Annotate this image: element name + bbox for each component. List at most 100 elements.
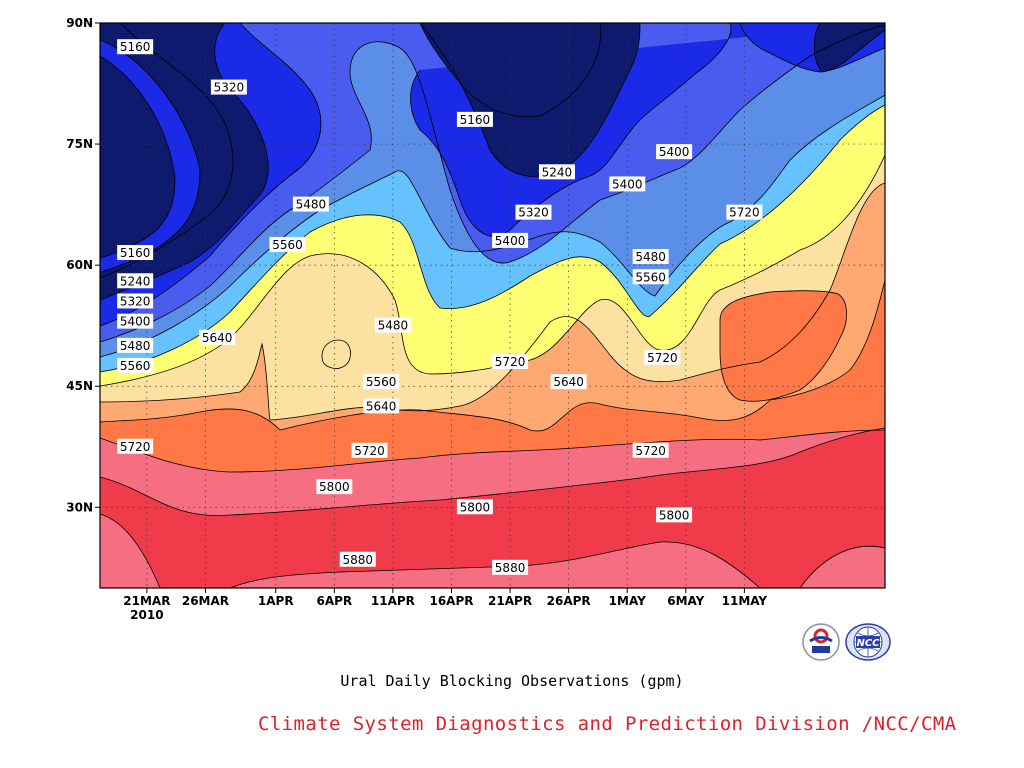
- contour-label-bg: [492, 232, 529, 248]
- contour-label: 5560: [120, 359, 151, 373]
- contour-label-bg: [374, 317, 411, 333]
- contour-label: 5480: [120, 339, 151, 353]
- contour-label: 5720: [354, 444, 385, 458]
- contour-label-bg: [538, 164, 575, 180]
- contour-label-bg: [199, 329, 236, 345]
- contour-chart: 5160 5160 5240 5320 5400 5480 5560 5720 5320 5640…: [66, 16, 886, 622]
- contour-label: 5240: [542, 165, 573, 179]
- x-year-label: 2010: [130, 608, 163, 622]
- band-fill: [100, 56, 175, 258]
- contour-label-bg: [726, 204, 763, 220]
- contour-label: 5160: [120, 246, 151, 260]
- contour-line: [100, 24, 885, 343]
- contour-line: [799, 545, 885, 588]
- contour-label: 5160: [120, 40, 151, 54]
- contour-label-bg: [492, 559, 529, 575]
- gridlines: [100, 23, 885, 588]
- contour-label: 5880: [342, 553, 373, 567]
- contour-label: 5400: [120, 315, 151, 329]
- contour-line: [719, 290, 847, 402]
- contour-label: 5720: [729, 206, 760, 220]
- contour-label-bg: [632, 249, 669, 265]
- contour-line: [813, 23, 885, 73]
- contour-label-bg: [515, 204, 552, 220]
- contour-label-bg: [117, 245, 154, 261]
- contour-line: [100, 23, 234, 279]
- band-fill: [322, 340, 351, 369]
- ncc-logo: NCC: [845, 623, 891, 661]
- band-fill: [420, 23, 601, 117]
- contour-label-bg: [632, 442, 669, 458]
- band-fill: [230, 541, 760, 588]
- bcc-logo: [802, 623, 840, 661]
- y-tick-label: 60N: [66, 258, 93, 272]
- contour-label-bg: [117, 337, 154, 353]
- contour-label: 5400: [659, 145, 690, 159]
- contour-label-bg: [117, 273, 154, 289]
- contour-label: 5560: [635, 270, 666, 284]
- contour-label: 5800: [319, 480, 350, 494]
- band-fill: [800, 546, 885, 588]
- x-tick-label: 1APR: [258, 594, 294, 608]
- contour-line: [100, 154, 885, 387]
- contour-label: 5320: [214, 81, 245, 95]
- x-tick-label: 26MAR: [182, 594, 229, 608]
- contour-label: 5720: [647, 351, 678, 365]
- contour-label-bg: [351, 442, 388, 458]
- contour-line: [100, 429, 885, 473]
- contour-label-bg: [292, 196, 329, 212]
- contour-label: 5400: [495, 234, 526, 248]
- x-tick-label: 1MAY: [609, 594, 646, 608]
- contour-label: 5800: [460, 500, 491, 514]
- x-tick-label: 21APR: [488, 594, 532, 608]
- contour-line: [100, 427, 885, 516]
- x-tick-label: 6APR: [316, 594, 352, 608]
- contour-label: 5400: [612, 177, 643, 191]
- y-tick-label: 45N: [66, 379, 93, 393]
- band-fill: [720, 290, 847, 402]
- contour-label: 5480: [378, 319, 409, 333]
- x-tick-label: 21MAR: [123, 594, 170, 608]
- contour-label: 5640: [202, 331, 233, 345]
- contour-label-bg: [550, 374, 587, 390]
- contour-label-bg: [609, 176, 646, 192]
- x-tick-label: 16APR: [429, 594, 473, 608]
- contour-label-bg: [269, 236, 306, 252]
- contour-label: 5720: [495, 355, 526, 369]
- x-tick-label: 11APR: [371, 594, 415, 608]
- contour-label-bg: [492, 354, 529, 369]
- contour-line: [100, 279, 885, 432]
- contour-label-bg: [117, 438, 154, 454]
- contour-label-bg: [656, 144, 693, 160]
- contour-label: 5560: [366, 375, 397, 389]
- contour-label-bg: [117, 358, 154, 374]
- band-fill: [100, 23, 885, 326]
- contour-label: 5320: [120, 294, 151, 308]
- contour-label: 5480: [635, 250, 666, 264]
- contour-label: 5240: [120, 274, 151, 288]
- contour-line: [419, 23, 602, 118]
- y-tick-label: 90N: [66, 16, 93, 30]
- y-tick-label: 75N: [66, 137, 93, 151]
- contour-label-bg: [456, 499, 493, 515]
- contour-line: [100, 513, 161, 588]
- contour-line: [100, 23, 322, 327]
- contour-fill-layer: [100, 23, 885, 588]
- contour-line: [321, 339, 351, 369]
- y-tick-label: 30N: [66, 500, 93, 514]
- contour-label-bg: [656, 507, 693, 523]
- contour-line: [100, 23, 269, 301]
- contour-label-bg: [363, 398, 400, 414]
- plot-frame: [99, 22, 886, 589]
- x-tick-label: 11MAY: [722, 594, 768, 608]
- contour-label: 5720: [120, 440, 151, 454]
- contour-label-bg: [316, 479, 353, 495]
- band-fill: [814, 23, 885, 72]
- contour-label: 5880: [495, 561, 526, 575]
- contour-label: 5720: [635, 444, 666, 458]
- svg-text:NCC: NCC: [856, 638, 880, 649]
- chart-subtitle: Ural Daily Blocking Observations (gpm): [340, 672, 684, 690]
- contour-label: 5320: [518, 206, 549, 220]
- contour-label-bg: [117, 39, 154, 55]
